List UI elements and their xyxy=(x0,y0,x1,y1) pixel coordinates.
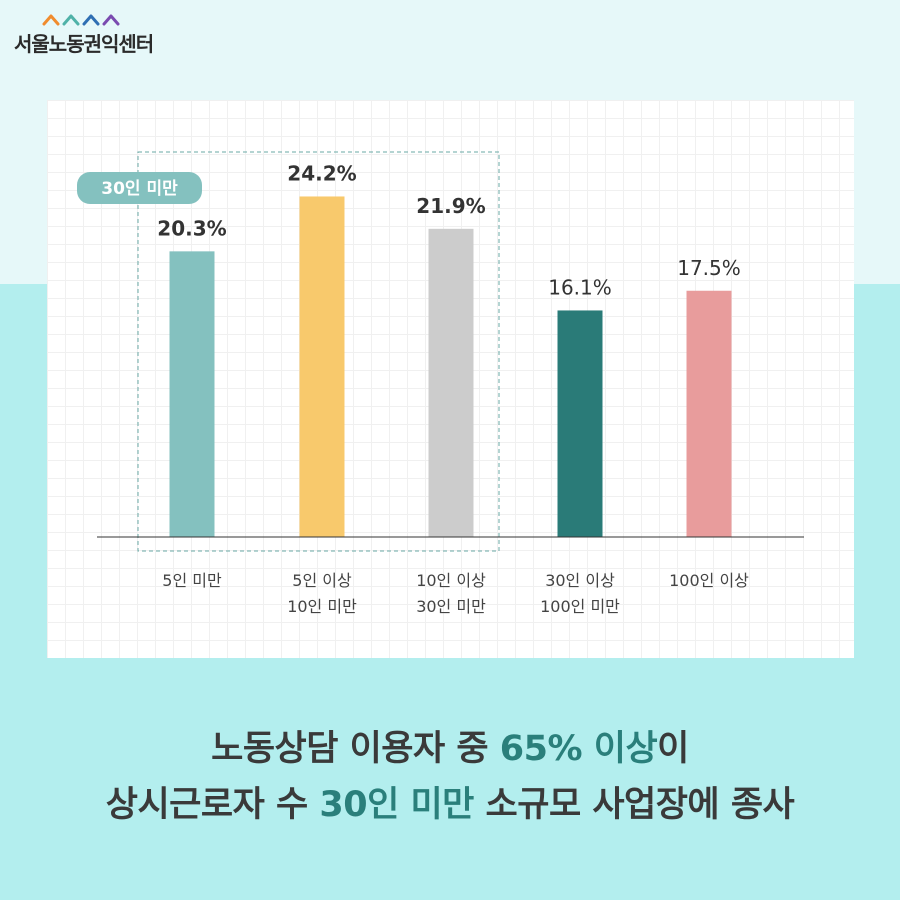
headline-2-post: 소규모 사업장에 종사 xyxy=(473,785,795,825)
annotation-tag xyxy=(77,172,202,204)
category-label: 10인 이상 xyxy=(416,571,486,590)
value-label: 21.9% xyxy=(416,194,485,218)
bar xyxy=(686,290,732,537)
bar xyxy=(169,251,215,537)
headline-1-highlight: 65% 이상 xyxy=(499,729,658,769)
annotation-tag-label: 30인 미만 xyxy=(101,179,178,199)
headline-1-pre: 노동상담 이용자 중 xyxy=(211,729,500,769)
value-label: 24.2% xyxy=(287,161,356,185)
value-label: 16.1% xyxy=(548,275,612,299)
chart-card: 30인 미만 20.3% 5인 미만 24.2% 5인 이상 10인 미만 21.9% 10인… xyxy=(47,100,854,658)
category-label: 30인 미만 xyxy=(416,597,486,616)
category-label: 10인 미만 xyxy=(287,597,357,616)
headline-2-pre: 상시근로자 수 xyxy=(105,785,320,825)
category-label: 30인 이상 xyxy=(545,571,615,590)
bar xyxy=(428,228,474,538)
logo-chevrons-icon xyxy=(42,14,120,26)
value-label: 20.3% xyxy=(157,216,226,240)
category-label: 5인 미만 xyxy=(162,571,222,590)
bar xyxy=(557,310,603,537)
headline-line-1: 노동상담 이용자 중 65% 이상이 xyxy=(0,720,900,771)
category-label: 100인 이상 xyxy=(669,571,749,590)
value-label: 17.5% xyxy=(677,256,741,280)
bar xyxy=(299,196,345,537)
headline-line-2: 상시근로자 수 30인 미만 소규모 사업장에 종사 xyxy=(0,776,900,827)
headline-2-highlight: 30인 미만 xyxy=(319,785,474,825)
brand-name: 서울노동권익센터 xyxy=(14,32,154,56)
category-label: 5인 이상 xyxy=(292,571,352,590)
headline-1-post: 이 xyxy=(657,729,689,769)
bar-chart: 30인 미만 20.3% 5인 미만 24.2% 5인 이상 10인 미만 21.9% 10인… xyxy=(77,151,804,616)
brand-logo: 서울노동권익센터 xyxy=(14,10,154,57)
category-label: 100인 미만 xyxy=(540,597,620,616)
annotation-box xyxy=(137,151,500,552)
